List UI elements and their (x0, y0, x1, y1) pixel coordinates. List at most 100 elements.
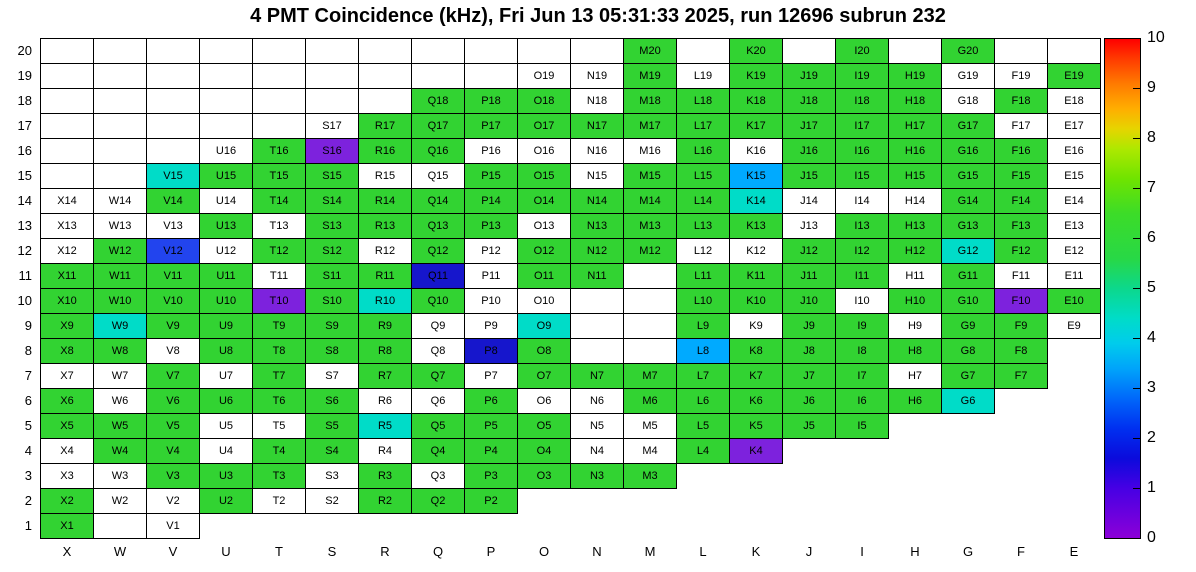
heatmap-cell: K12 (729, 238, 783, 264)
heatmap-cell: O4 (517, 438, 571, 464)
heatmap-cell: W10 (93, 288, 147, 314)
heatmap-cell: F8 (994, 338, 1048, 364)
heatmap-cell: X8 (40, 338, 94, 364)
heatmap-cell: T3 (252, 463, 306, 489)
heatmap-cell: N13 (570, 213, 624, 239)
colorbar-tick (1133, 488, 1140, 489)
heatmap-cell: P5 (464, 413, 518, 439)
heatmap-cell: I9 (835, 313, 889, 339)
heatmap-cell: E11 (1047, 263, 1101, 289)
heatmap-cell: O11 (517, 263, 571, 289)
heatmap-cell: J7 (782, 363, 836, 389)
heatmap-cell: V9 (146, 313, 200, 339)
colorbar-tick-label: 7 (1147, 179, 1156, 196)
colorbar-tick (1133, 238, 1140, 239)
heatmap-cell: G14 (941, 188, 995, 214)
heatmap-cell: E19 (1047, 63, 1101, 89)
heatmap-cell: V1 (146, 513, 200, 539)
heatmap-cell: P2 (464, 488, 518, 514)
y-axis-label: 18 (17, 93, 32, 108)
heatmap-cell: J12 (782, 238, 836, 264)
heatmap-cell: O16 (517, 138, 571, 164)
colorbar-tick (1133, 438, 1140, 439)
heatmap-cell: G18 (941, 88, 995, 114)
heatmap-cell (623, 288, 677, 314)
y-axis-label: 1 (24, 518, 32, 533)
heatmap-cell (305, 88, 359, 114)
heatmap-cell: V11 (146, 263, 200, 289)
y-axis-label: 13 (17, 218, 32, 233)
heatmap-cell: H6 (888, 388, 942, 414)
heatmap-cell: H8 (888, 338, 942, 364)
heatmap-cell: Q10 (411, 288, 465, 314)
heatmap-cell: J11 (782, 263, 836, 289)
heatmap-cell: Q9 (411, 313, 465, 339)
heatmap-cell: I10 (835, 288, 889, 314)
heatmap-cell (517, 38, 571, 64)
heatmap-cell: J19 (782, 63, 836, 89)
heatmap-cell (411, 38, 465, 64)
heatmap-cell: U14 (199, 188, 253, 214)
heatmap-cell: R16 (358, 138, 412, 164)
heatmap-cell (305, 38, 359, 64)
colorbar-tick-label: 10 (1147, 29, 1165, 46)
heatmap-cell (570, 38, 624, 64)
heatmap-cell: F13 (994, 213, 1048, 239)
heatmap-cell: P9 (464, 313, 518, 339)
heatmap-cell: J5 (782, 413, 836, 439)
heatmap-cell: P15 (464, 163, 518, 189)
heatmap-cell: R7 (358, 363, 412, 389)
heatmap-cell: J15 (782, 163, 836, 189)
heatmap-cell: I13 (835, 213, 889, 239)
heatmap-cell: T8 (252, 338, 306, 364)
heatmap-cell: T6 (252, 388, 306, 414)
heatmap-cell: X1 (40, 513, 94, 539)
x-axis-label: E (1069, 544, 1079, 559)
y-axis-label: 3 (24, 468, 32, 483)
y-axis-label: 17 (17, 118, 32, 133)
heatmap-cell (305, 63, 359, 89)
heatmap-cell: W3 (93, 463, 147, 489)
heatmap-cell: F19 (994, 63, 1048, 89)
heatmap-cell: K11 (729, 263, 783, 289)
heatmap-cell: M20 (623, 38, 677, 64)
heatmap-cell (252, 38, 306, 64)
heatmap-cell: G13 (941, 213, 995, 239)
heatmap-cell: V6 (146, 388, 200, 414)
heatmap-cell (358, 88, 412, 114)
heatmap-cell: S13 (305, 213, 359, 239)
heatmap-cell: U6 (199, 388, 253, 414)
heatmap-cell: L4 (676, 438, 730, 464)
heatmap-cell: X14 (40, 188, 94, 214)
heatmap-cell: Q14 (411, 188, 465, 214)
colorbar-tick-label: 3 (1147, 379, 1156, 396)
x-axis-label: F (1017, 544, 1025, 559)
heatmap-cell: N18 (570, 88, 624, 114)
heatmap-cell: Q3 (411, 463, 465, 489)
heatmap-cell: E18 (1047, 88, 1101, 114)
heatmap-cell (146, 138, 200, 164)
heatmap-cell: Q16 (411, 138, 465, 164)
heatmap-cell: K14 (729, 188, 783, 214)
heatmap-cell: K8 (729, 338, 783, 364)
heatmap-cell: J10 (782, 288, 836, 314)
colorbar-tick (1133, 138, 1140, 139)
heatmap-cell: X5 (40, 413, 94, 439)
heatmap-cell (464, 63, 518, 89)
heatmap-cell: L18 (676, 88, 730, 114)
heatmap-cell (93, 513, 147, 539)
heatmap-cell: Q12 (411, 238, 465, 264)
heatmap-cell: P4 (464, 438, 518, 464)
heatmap-cell: E10 (1047, 288, 1101, 314)
heatmap-cell: I6 (835, 388, 889, 414)
heatmap-cell: K10 (729, 288, 783, 314)
x-axis-label: L (699, 544, 707, 559)
heatmap-cell: E16 (1047, 138, 1101, 164)
heatmap-cell: T5 (252, 413, 306, 439)
heatmap-cell: W14 (93, 188, 147, 214)
heatmap-cell: L11 (676, 263, 730, 289)
heatmap-cell: H17 (888, 113, 942, 139)
heatmap-cell: O5 (517, 413, 571, 439)
heatmap-cell (252, 63, 306, 89)
heatmap-cell: T15 (252, 163, 306, 189)
